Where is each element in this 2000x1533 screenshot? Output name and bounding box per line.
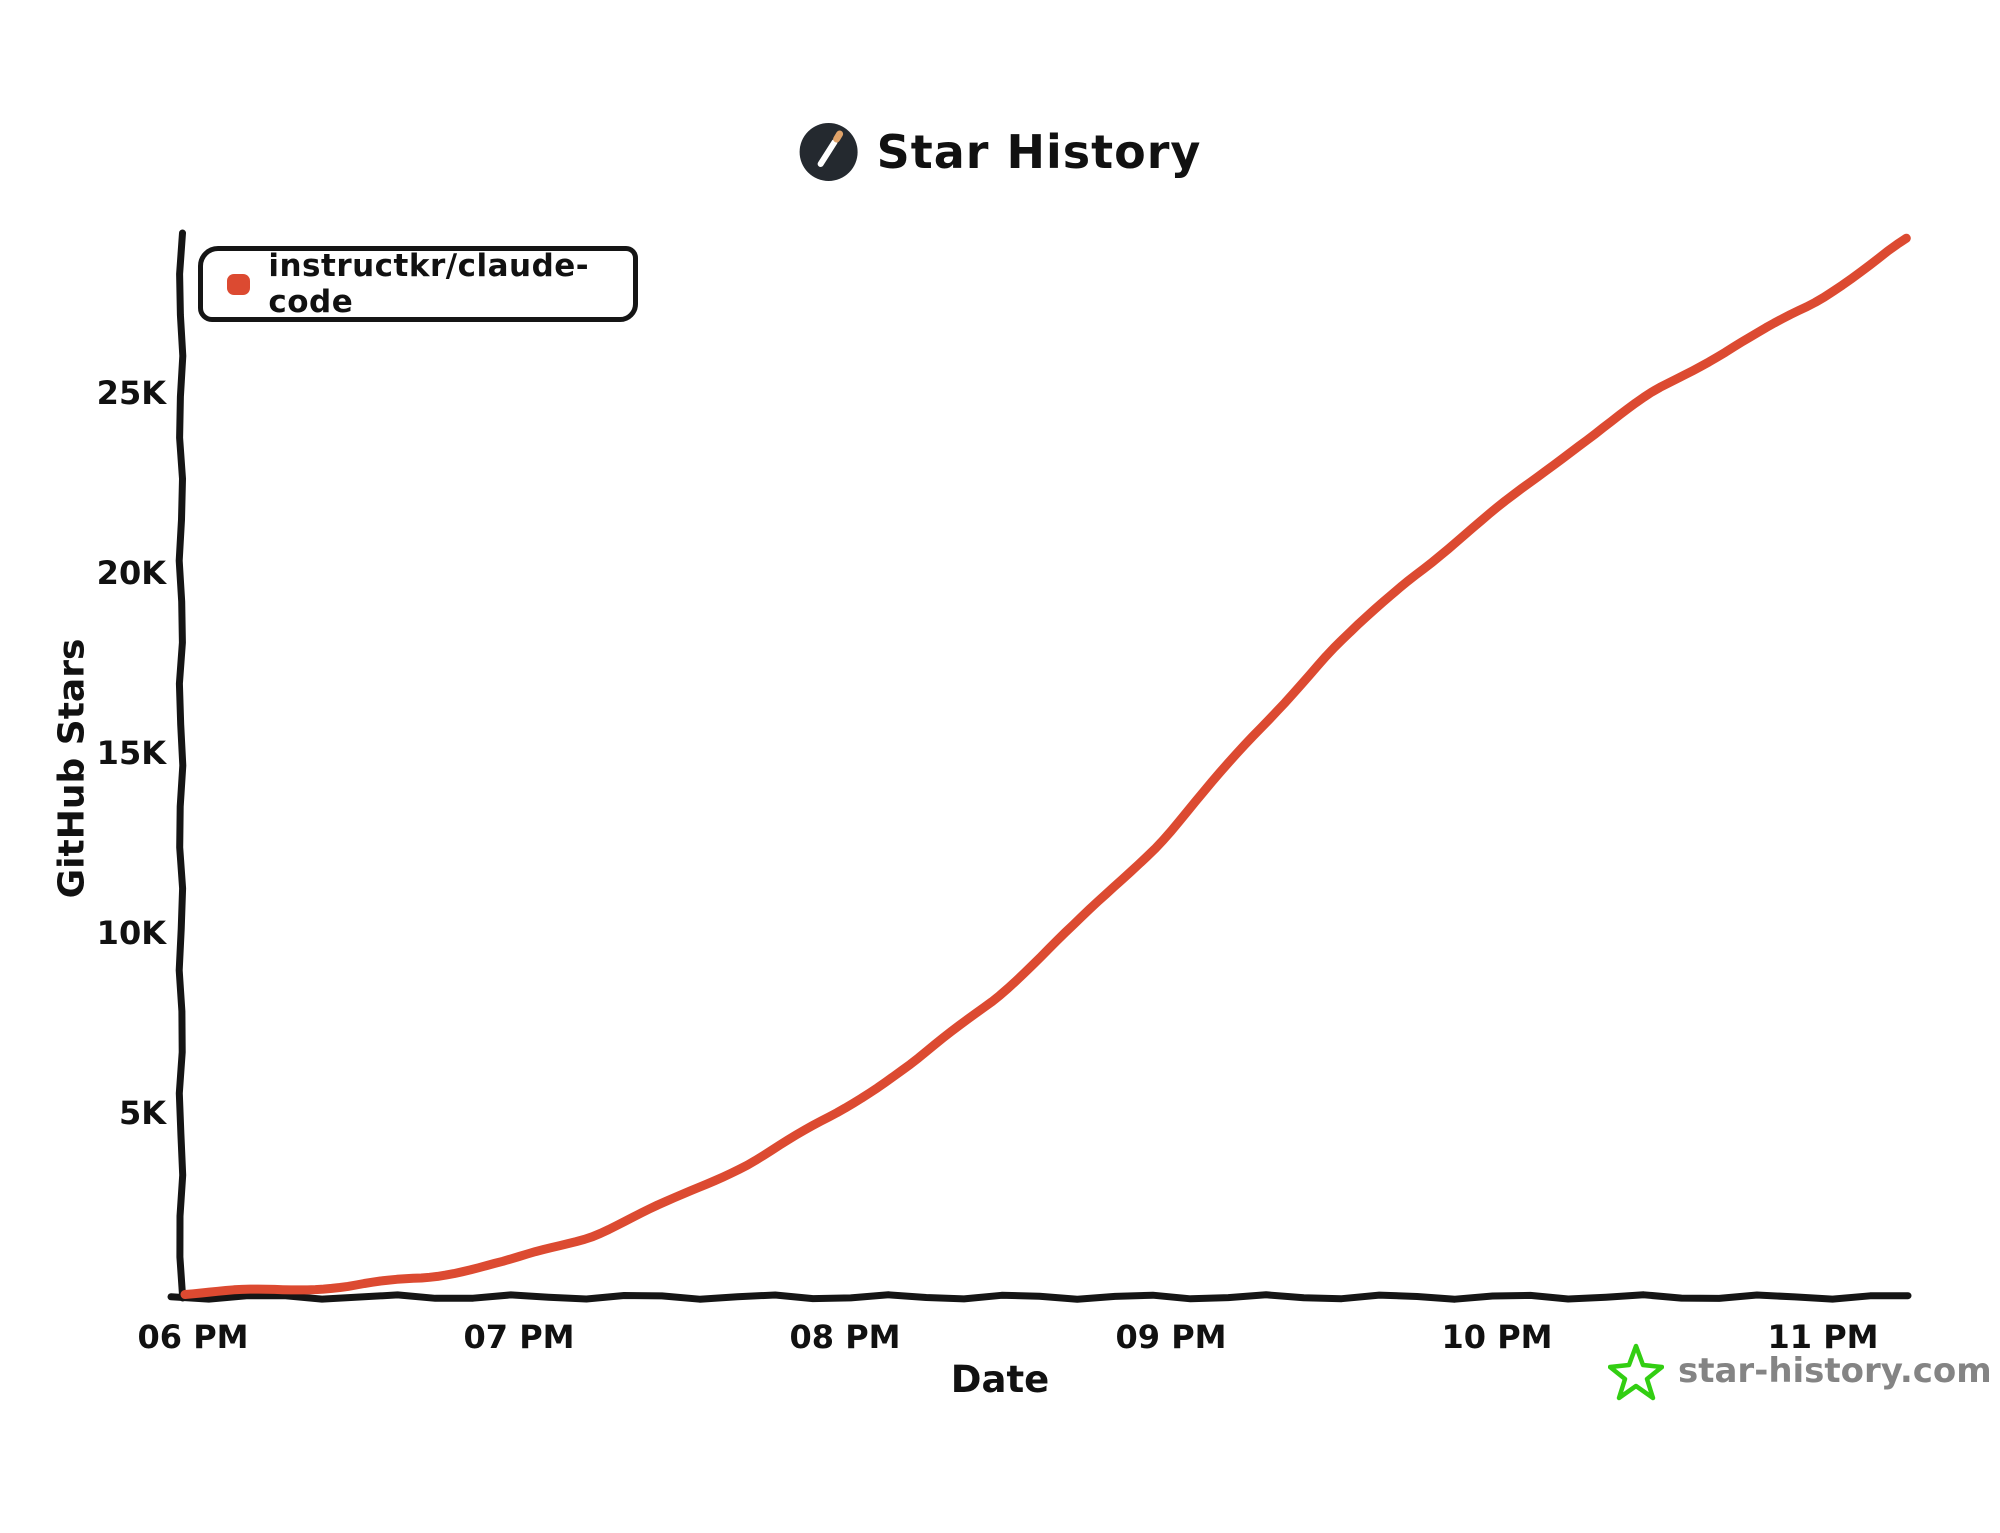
x-tick-label: 06 PM xyxy=(137,1318,249,1356)
legend-swatch xyxy=(227,273,251,295)
y-tick-label: 25K xyxy=(96,374,166,412)
legend: instructkr/claude-code xyxy=(198,246,638,322)
chart-header: Star History xyxy=(799,122,1202,182)
x-tick-label: 08 PM xyxy=(789,1318,901,1356)
x-tick-label: 07 PM xyxy=(463,1318,575,1356)
y-tick-label: 15K xyxy=(96,734,166,772)
x-tick-label: 09 PM xyxy=(1115,1318,1227,1356)
star-icon xyxy=(1608,1343,1664,1401)
watermark-text: star-history.com xyxy=(1678,1351,1992,1391)
y-axis-title: GitHub Stars xyxy=(51,638,93,899)
star-history-logo-icon xyxy=(799,123,858,181)
y-tick-label: 5K xyxy=(118,1094,166,1132)
y-tick-label: 20K xyxy=(96,554,166,592)
x-tick-label: 11 PM xyxy=(1767,1318,1879,1356)
y-tick-label: 10K xyxy=(96,914,166,952)
page-title: Star History xyxy=(876,125,1202,179)
x-axis-title: Date xyxy=(950,1358,1050,1401)
x-tick-label: 10 PM xyxy=(1441,1318,1553,1356)
legend-series-label: instructkr/claude-code xyxy=(268,248,590,320)
watermark-link[interactable]: star-history.com xyxy=(1608,1340,1992,1402)
